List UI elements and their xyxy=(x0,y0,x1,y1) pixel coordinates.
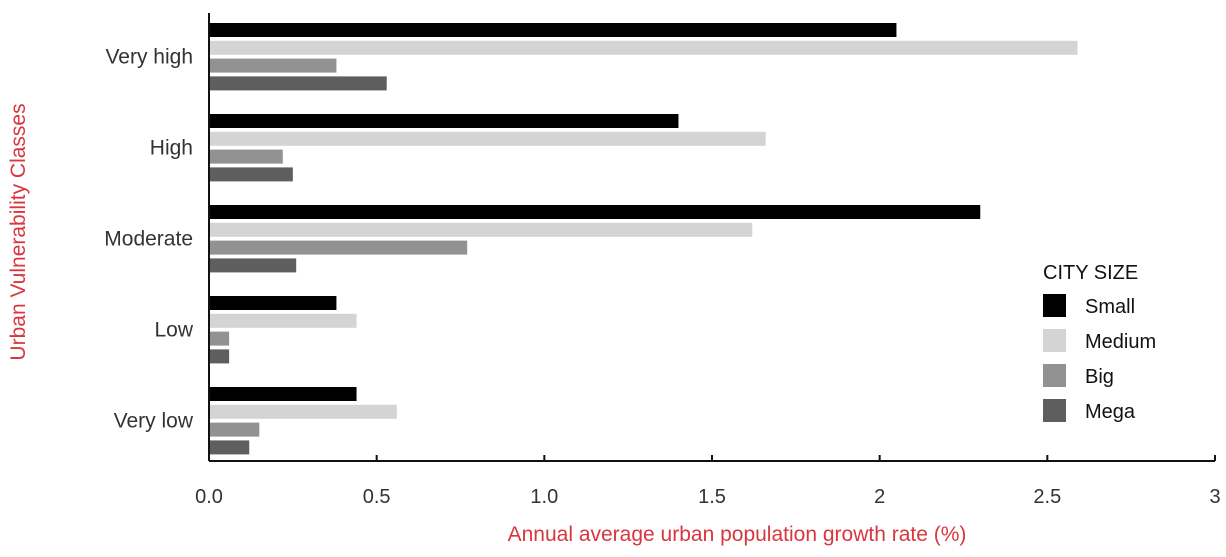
bar-low-big xyxy=(209,331,230,346)
x-tick-label: 0.0 xyxy=(195,486,223,508)
x-axis-title: Annual average urban population growth r… xyxy=(508,523,967,546)
bar-low-medium xyxy=(209,313,357,328)
bar-high-medium xyxy=(209,131,766,146)
legend: CITY SIZE Small Medium Big Mega xyxy=(1043,262,1156,423)
x-tick-label: 2 xyxy=(874,486,885,508)
bar-very-high-small xyxy=(209,23,897,37)
legend-items: Small Medium Big Mega xyxy=(1043,294,1156,423)
labels-layer: Very high High Moderate Low Very low 0.0 0.5 1.… xyxy=(104,46,1220,508)
bar-very-high-mega xyxy=(209,76,387,91)
legend-swatch-big xyxy=(1043,364,1066,387)
bar-very-high-medium xyxy=(209,40,1078,55)
bar-very-low-mega xyxy=(209,440,250,455)
legend-label-small: Small xyxy=(1085,296,1135,318)
axes-layer xyxy=(208,13,1216,462)
legend-swatch-small xyxy=(1043,294,1066,317)
legend-label-mega: Mega xyxy=(1085,401,1136,423)
category-label: Very high xyxy=(105,46,193,69)
bar-moderate-big xyxy=(209,240,468,255)
legend-label-medium: Medium xyxy=(1085,331,1156,353)
bar-very-low-small xyxy=(209,387,357,401)
bar-very-low-medium xyxy=(209,404,397,419)
x-tick-label: 3 xyxy=(1209,486,1220,508)
bar-moderate-small xyxy=(209,205,981,219)
category-label: High xyxy=(150,137,193,160)
category-label: Moderate xyxy=(104,228,193,251)
category-label: Very low xyxy=(114,410,194,433)
x-tick-label: 2.5 xyxy=(1033,486,1061,508)
legend-label-big: Big xyxy=(1085,366,1114,388)
x-tick-label: 0.5 xyxy=(363,486,391,508)
bar-high-mega xyxy=(209,167,293,182)
x-tick-label: 1.5 xyxy=(698,486,726,508)
bar-very-low-big xyxy=(209,422,260,437)
bars-layer xyxy=(209,23,1078,455)
bar-very-high-big xyxy=(209,58,337,73)
bar-low-small xyxy=(209,296,337,310)
bar-high-small xyxy=(209,114,679,128)
bar-low-mega xyxy=(209,349,230,364)
legend-swatch-medium xyxy=(1043,329,1066,352)
bar-moderate-medium xyxy=(209,222,753,237)
legend-title: CITY SIZE xyxy=(1043,262,1138,284)
bar-high-big xyxy=(209,149,283,164)
category-label: Low xyxy=(154,319,193,342)
bar-moderate-mega xyxy=(209,258,297,273)
legend-swatch-mega xyxy=(1043,399,1066,422)
x-tick-label: 1.0 xyxy=(530,486,558,508)
y-axis-title: Urban Vulnerability Classes xyxy=(7,103,30,360)
